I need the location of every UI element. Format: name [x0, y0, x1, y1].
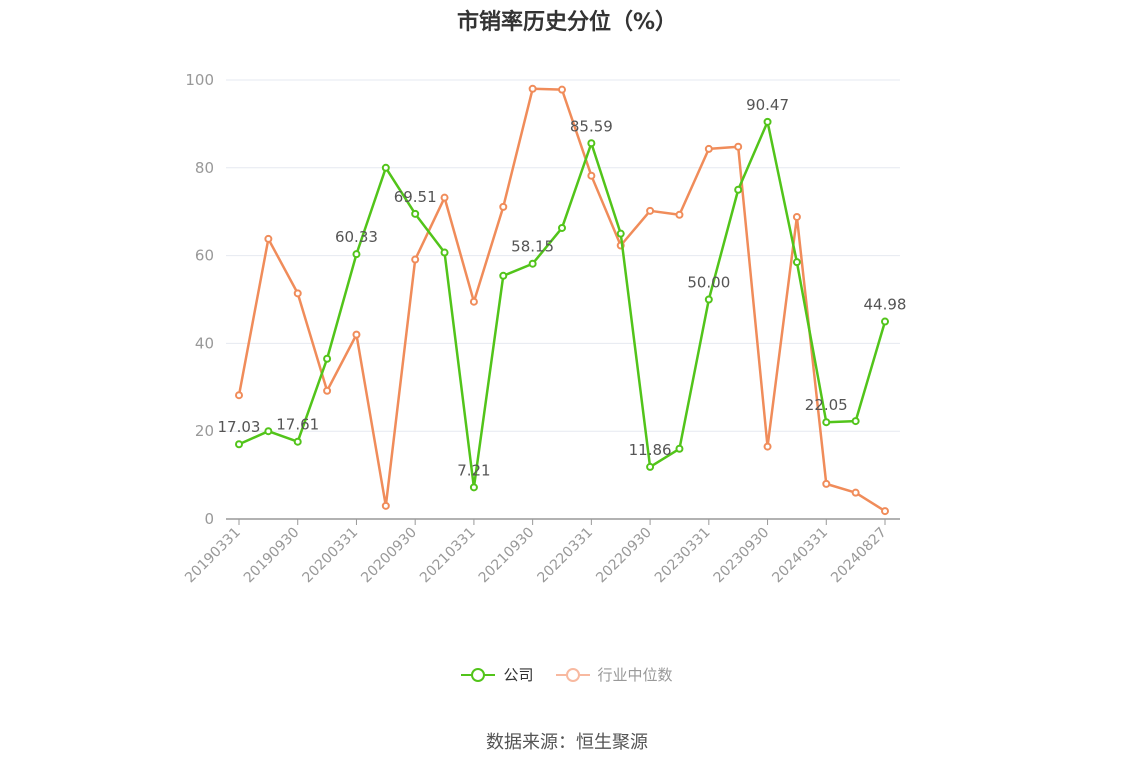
data-point: [734, 185, 743, 194]
x-tick-label: 20220331: [534, 525, 596, 587]
data-point: [235, 440, 243, 449]
y-tick-label: 20: [195, 422, 214, 440]
data-point: [528, 259, 537, 268]
y-tick-label: 80: [195, 159, 214, 177]
x-tick-label: 20190331: [182, 525, 244, 587]
data-point: [323, 386, 332, 395]
x-tick-label: 20210331: [417, 525, 479, 587]
legend-swatch-company: [461, 667, 496, 683]
data-point: [381, 163, 390, 172]
series: [235, 84, 889, 516]
data-point: [822, 418, 831, 427]
x-tick-label: 20210930: [476, 525, 538, 587]
data-point: [881, 507, 889, 516]
data-point: [792, 212, 801, 221]
data-label: 60.33: [335, 228, 378, 246]
data-point: [469, 483, 478, 492]
data-point: [851, 488, 860, 497]
data-point: [293, 289, 302, 298]
series-line: [238, 120, 887, 489]
data-point: [616, 229, 625, 238]
data-point: [704, 144, 713, 153]
x-tick-label: 20230930: [711, 525, 773, 587]
data-label: 44.98: [864, 296, 907, 314]
data-label: 7.21: [457, 461, 490, 479]
y-tick-label: 0: [204, 510, 214, 528]
data-point: [411, 209, 420, 218]
data-point: [558, 85, 566, 94]
data-point: [675, 210, 684, 219]
data-point: [323, 354, 332, 363]
x-tick-label: 20240827: [828, 525, 890, 587]
data-point: [528, 84, 537, 93]
data-point: [264, 234, 273, 243]
legend-item-company[interactable]: 公司: [461, 664, 534, 685]
data-point: [704, 295, 713, 304]
x-tick-label: 20190930: [241, 525, 303, 587]
data-point: [763, 442, 772, 451]
data-point: [499, 271, 508, 280]
data-point: [587, 171, 596, 180]
x-tick-label: 20240331: [769, 525, 831, 587]
x-tick-label: 20230331: [652, 525, 714, 587]
x-tick-label: 20200930: [358, 525, 420, 587]
legend: 公司 行业中位数: [0, 664, 1134, 685]
data-point: [293, 437, 302, 446]
data-label: 58.15: [511, 238, 554, 256]
y-tick-label: 60: [195, 247, 214, 265]
data-point: [440, 193, 449, 202]
data-point: [381, 501, 390, 510]
data-label: 69.51: [394, 188, 437, 206]
data-label: 85.59: [570, 117, 613, 135]
y-tick-label: 100: [185, 71, 214, 89]
legend-label-industry-median: 行业中位数: [597, 666, 673, 684]
data-point: [469, 297, 478, 306]
data-label: 17.03: [218, 418, 261, 436]
data-point: [558, 223, 566, 232]
data-point: [734, 142, 743, 151]
axes: 0 20 40 60 80 100 2019033120190930202003312020…: [182, 71, 900, 586]
data-point: [881, 317, 889, 326]
x-tick-label: 20220930: [593, 525, 655, 587]
legend-swatch-industry-median: [555, 667, 590, 683]
series-company: [235, 117, 889, 492]
data-source: 数据来源：恒生聚源: [486, 732, 648, 753]
data-labels: 17.03 17.61 60.33 69.51 7.21 58.15 85.59 11.86 5…: [218, 96, 907, 480]
series-industry-median: [235, 84, 889, 516]
data-label: 90.47: [746, 96, 789, 114]
data-label: 17.61: [276, 416, 319, 434]
data-label: 22.05: [805, 396, 848, 414]
data-point: [851, 417, 860, 426]
data-point: [646, 462, 655, 471]
data-label: 50.00: [687, 274, 730, 292]
data-point: [822, 479, 831, 488]
data-point: [235, 391, 243, 400]
x-tick-label: 20200331: [300, 525, 362, 587]
data-point: [352, 330, 361, 339]
series-line: [237, 87, 886, 513]
data-point: [763, 117, 772, 126]
chart-title: 市销率历史分位（%）: [456, 10, 678, 35]
data-point: [499, 202, 508, 211]
legend-item-industry-median[interactable]: 行业中位数: [555, 664, 673, 685]
data-point: [264, 427, 273, 436]
data-point: [675, 444, 684, 453]
data-point: [411, 255, 420, 264]
legend-label-company: 公司: [503, 666, 534, 684]
y-tick-label: 40: [195, 334, 214, 352]
data-point: [792, 258, 801, 267]
data-point: [440, 248, 449, 257]
data-point: [352, 250, 361, 259]
data-point: [587, 139, 596, 148]
data-point: [646, 206, 655, 215]
data-label: 11.86: [629, 441, 672, 459]
grid-lines: [226, 79, 900, 432]
